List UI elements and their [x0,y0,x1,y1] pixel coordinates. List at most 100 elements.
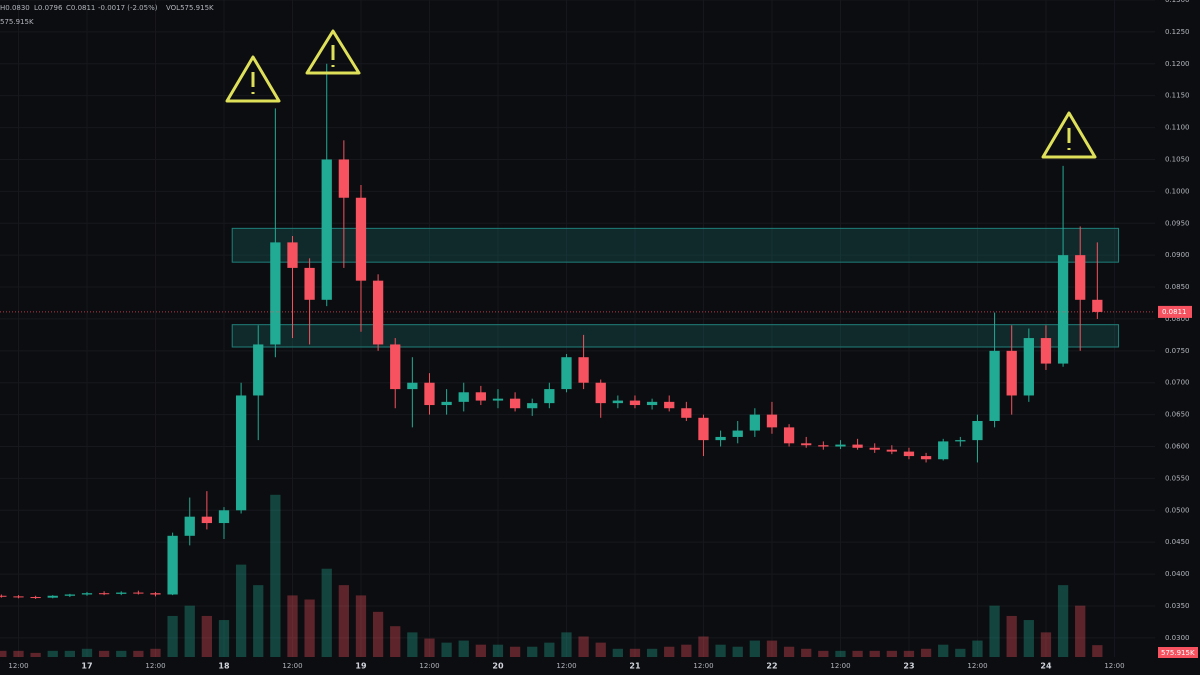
x-tick-label: 12:00 [830,662,850,670]
candle-body [989,350,1000,421]
volume-bar [184,605,195,657]
volume-bar [150,648,161,657]
y-tick-label: 0.0300 [1165,634,1190,642]
volume-bar [321,568,332,657]
candle-body [372,280,384,345]
x-tick-label: 22 [766,662,777,671]
volume-bar [1092,645,1103,657]
x-tick-label: 12:00 [145,662,165,670]
x-tick-label: 21 [629,662,641,671]
x-tick-label: 12:00 [1104,662,1124,670]
y-tick-label: 0.1200 [1165,60,1190,68]
volume-bar [372,611,384,657]
candle-body [184,516,195,536]
y-tick-label: 0.0850 [1165,283,1190,291]
candle-body [544,389,555,404]
candle-body [355,197,367,281]
volume-bar [783,646,795,657]
candle-body [116,592,127,594]
candle-body [578,357,589,383]
x-tick-label: 12:00 [419,662,439,670]
candle-body [852,444,863,448]
volume-bar [98,650,110,657]
volume-layer [0,494,1103,657]
volume-bar [81,648,93,657]
candle-body [218,510,230,524]
volume-bar [441,642,452,657]
x-tick-label: 23 [903,662,914,671]
candle-body [715,436,726,441]
candle-body [818,445,829,447]
x-tick-label: 20 [492,662,504,671]
candle-body [938,441,949,460]
x-tick-label: 12:00 [556,662,576,670]
volume-bar [612,648,623,657]
warning-icons [225,29,1097,159]
candle-body [201,516,212,524]
volume-bar [390,626,401,657]
volume-bar [1040,632,1052,657]
volume-bar [749,640,760,657]
volume-bar [492,644,504,657]
candle-body [1075,255,1086,300]
zone [231,324,1120,348]
candle-body [698,417,709,441]
last-volume-label: 575.915K [1161,649,1195,657]
candle-body [749,414,760,431]
volume-bar [407,632,418,657]
volume-bar [972,640,983,657]
y-tick-label: 0.0350 [1165,602,1190,610]
warning-icon [1041,111,1097,159]
volume-bar [869,650,880,657]
y-tick-label: 0.0950 [1165,219,1190,227]
y-tick-label: 0.0550 [1165,474,1190,482]
volume-bar [989,605,1000,657]
volume-bar [116,650,127,657]
candle-body [424,382,435,406]
zone [231,227,1120,263]
candle-body [150,593,161,595]
candle-body [886,449,897,452]
volume-bar [955,648,966,657]
candle-body [13,596,24,598]
volume-bar [167,615,178,657]
candle-body [321,159,332,300]
volume-bar [458,640,469,657]
volume-bar [920,648,932,657]
zones [231,227,1120,348]
x-tick-label: 12:00 [8,662,28,670]
y-tick-label: 0.1150 [1165,92,1190,100]
candle-body [595,382,606,404]
volume-bar [886,650,897,657]
y-tick-label: 0.0450 [1165,538,1190,546]
volume-bar [475,644,486,657]
candle-body [492,398,504,401]
candle-body [835,444,846,447]
y-tick-label: 0.1000 [1165,187,1190,195]
volume-bar [1023,620,1034,657]
candle-body [1057,255,1069,364]
volume-bar [304,599,315,657]
volume-bar [938,644,949,657]
volume-bar [629,648,641,657]
x-tick-label: 24 [1040,662,1052,671]
candle-body [527,403,538,409]
candle-body [1040,338,1052,364]
candle-body [646,401,658,406]
candle-body [64,594,76,596]
candle-body [955,440,966,442]
x-tick-label: 12:00 [693,662,713,670]
candle-body [664,401,675,409]
candle-body [235,395,247,511]
last-price-label: 0.0811 [1162,308,1187,316]
candle-body [287,242,298,268]
x-tick-label: 17 [81,662,92,671]
y-tick-label: 0.0650 [1165,411,1190,419]
candle-body [47,595,58,598]
volume-bar [0,650,7,657]
candle-layer [0,63,1103,599]
x-tick-label: 12:00 [967,662,987,670]
volume-bar [527,646,538,657]
